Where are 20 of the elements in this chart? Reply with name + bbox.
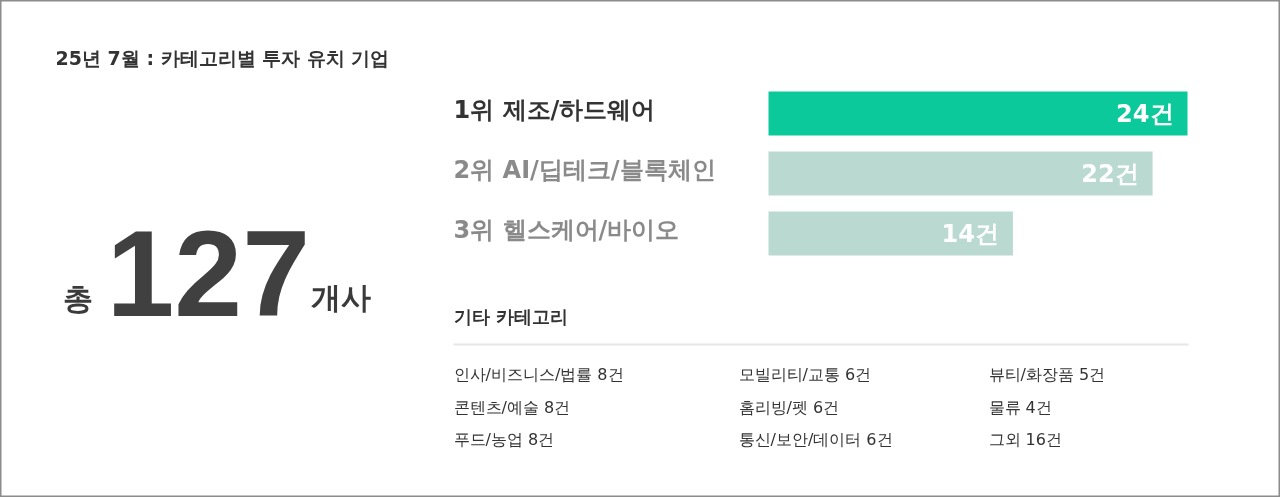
y-tick-label: 3위 헬스케어/바이오 [453,215,680,244]
text: 인사/비즈니스/법률 8건 [453,365,624,384]
text: 총 [62,281,93,316]
text: 뷰티/화장품 5건 [988,365,1106,384]
data-label: 24건 [1116,99,1174,128]
text: 그외 16건 [988,430,1062,449]
y-tick-label: 2위 AI/딥테크/블록체인 [453,155,716,184]
text: 25년 7월 : 카테고리별 투자 유치 기업 [55,46,390,69]
text: 통신/보안/데이터 6건 [738,430,893,449]
text: 홈리빙/펫 6건 [738,398,840,417]
text: 모빌리티/교통 6건 [738,365,872,384]
text: 개사 [310,280,371,315]
text: 물류 4건 [988,398,1052,417]
y-tick-label: 1위 제조/하드웨어 [453,95,656,124]
text: 기타 카테고리 [453,306,568,327]
text: 콘텐츠/예술 8건 [453,398,571,417]
data-label: 14건 [941,219,999,248]
data-label: 22건 [1081,159,1139,188]
text: 127 [106,206,311,342]
text: 푸드/농업 8건 [453,430,555,449]
